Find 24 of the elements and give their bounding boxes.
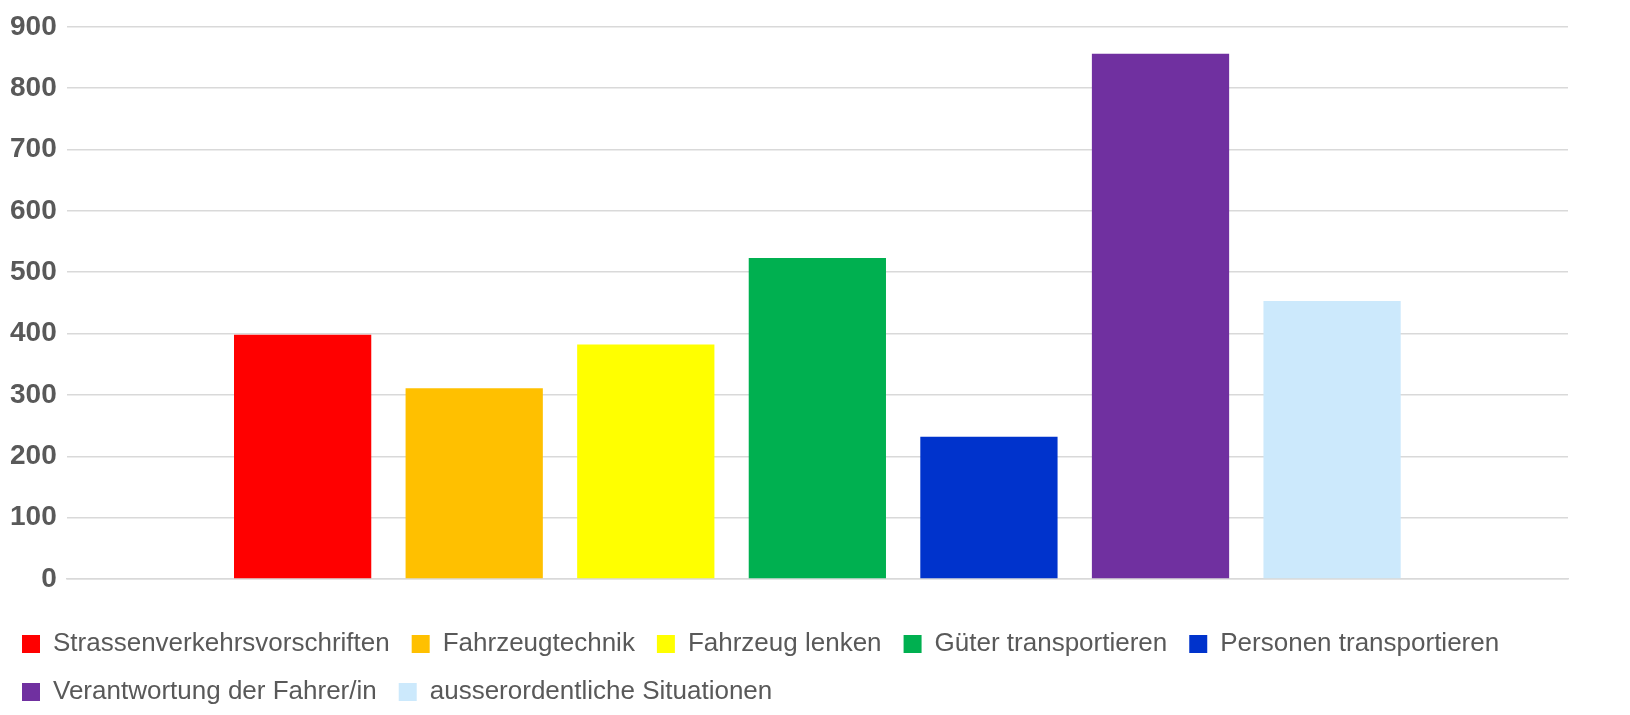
y-tick-label: 400: [10, 316, 57, 348]
bar: [234, 334, 372, 579]
legend-label: Güter transportieren: [934, 627, 1168, 658]
bar: [1263, 301, 1401, 579]
y-tick-label: 0: [41, 561, 57, 593]
legend-label: Strassenverkehrsvorschriften: [53, 627, 390, 658]
y-tick-label: 900: [10, 9, 57, 41]
y-tick-label: 300: [10, 377, 57, 409]
y-tick-label: 600: [10, 193, 57, 225]
bar: [405, 388, 543, 579]
bar: [748, 258, 886, 579]
y-tick-label: 100: [10, 500, 57, 532]
y-tick-label: 200: [10, 439, 57, 471]
legend-label: Fahrzeugtechnik: [442, 627, 636, 658]
y-tick-label: 800: [10, 70, 57, 102]
bar: [920, 436, 1058, 579]
legend-label: Fahrzeug lenken: [687, 627, 882, 658]
y-tick-label: 500: [10, 254, 57, 286]
y-tick-label: 700: [10, 132, 57, 164]
bar: [1091, 53, 1230, 579]
bar: [577, 344, 715, 579]
legend-label: ausserordentliche Situationen: [429, 675, 773, 706]
legend-label: Verantwortung der Fahrer/in: [53, 675, 377, 706]
legend-label: Personen transportieren: [1220, 627, 1500, 658]
